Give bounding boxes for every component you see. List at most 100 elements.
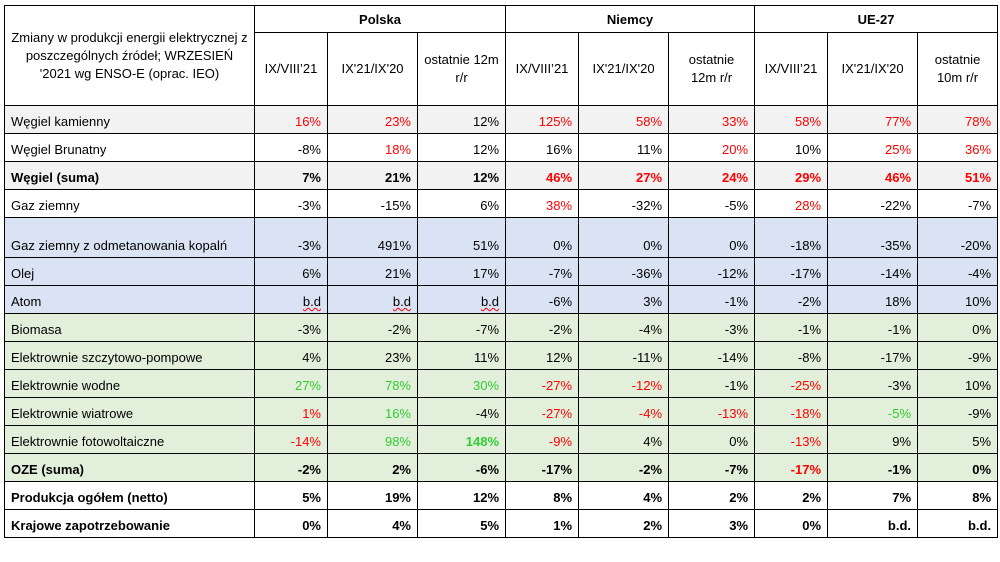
value-cell: 0%	[754, 509, 829, 538]
value-cell: 3%	[578, 285, 670, 314]
value-cell: -32%	[578, 189, 670, 218]
value-cell: 7%	[254, 161, 328, 190]
value-cell: -2%	[578, 453, 670, 482]
value-cell: b.d.	[917, 509, 999, 538]
subheader-cell: IX/VIII’21	[254, 32, 328, 106]
value-cell: -1%	[668, 369, 756, 398]
value-cell: -6%	[416, 453, 507, 482]
value-cell: 16%	[254, 105, 328, 134]
value-cell: -7%	[917, 189, 999, 218]
value-cell: 18%	[827, 285, 919, 314]
value-cell: -7%	[416, 313, 507, 342]
value-cell: -36%	[578, 257, 670, 286]
value-cell: 10%	[917, 369, 999, 398]
value-cell: 78%	[917, 105, 999, 134]
value-cell: 58%	[754, 105, 829, 134]
value-cell: 16%	[505, 133, 580, 162]
value-cell: 28%	[754, 189, 829, 218]
value-cell: 30%	[416, 369, 507, 398]
table-body: Węgiel kamienny 16% 23% 12% 125% 58% 33% 58% 77%…	[4, 105, 999, 538]
row-label: Elektrownie fotowoltaiczne	[4, 425, 255, 454]
row-label: Elektrownie wodne	[4, 369, 255, 398]
value-cell: 17%	[416, 257, 507, 286]
value-cell: -14%	[827, 257, 919, 286]
value-cell: 12%	[416, 105, 507, 134]
table-row: Elektrownie fotowoltaiczne -14% 98% 148% -9%…	[4, 425, 999, 454]
value-cell: 0%	[505, 217, 580, 258]
value-cell: -5%	[668, 189, 756, 218]
table-row: Produkcja ogółem (netto) 5% 19% 12% 8% 4% 2% 2%…	[4, 481, 999, 510]
value-cell: -18%	[754, 397, 829, 426]
value-cell: b.d	[327, 285, 418, 314]
value-cell: 23%	[327, 341, 418, 370]
subheader-cell: IX'21/IX'20	[327, 32, 418, 106]
value-cell: -17%	[754, 453, 829, 482]
value-cell: 5%	[416, 509, 507, 538]
subheader-row: IX/VIII’21 IX'21/IX'20 ostatnie 12m r/r IX/…	[5, 32, 999, 106]
value-cell: b.d	[254, 285, 328, 314]
value-cell: -3%	[668, 313, 756, 342]
value-cell: 2%	[327, 453, 418, 482]
value-cell: 27%	[578, 161, 670, 190]
table-row: Węgiel (suma) 7% 21% 12% 46% 27% 24% 29% 46% 51%	[4, 161, 999, 190]
subheader-cell: ostatnie 10m r/r	[917, 32, 999, 106]
value-cell: -3%	[254, 189, 328, 218]
value-cell: 8%	[505, 481, 580, 510]
value-cell: 12%	[416, 133, 507, 162]
value-cell: 58%	[578, 105, 670, 134]
value-cell: 21%	[327, 161, 418, 190]
value-cell: 12%	[416, 481, 507, 510]
value-cell: 5%	[254, 481, 328, 510]
value-cell: -20%	[917, 217, 999, 258]
value-cell: 5%	[917, 425, 999, 454]
value-cell: -1%	[827, 313, 919, 342]
table-description: Zmiany w produkcji energii elektrycznej …	[4, 5, 255, 106]
value-cell: -7%	[668, 453, 756, 482]
row-label: Krajowe zapotrzebowanie	[4, 509, 255, 538]
value-cell: 98%	[327, 425, 418, 454]
value-cell: 11%	[416, 341, 507, 370]
value-cell: 51%	[416, 217, 507, 258]
value-cell: -4%	[416, 397, 507, 426]
value-cell: 38%	[505, 189, 580, 218]
row-label: Węgiel Brunatny	[4, 133, 255, 162]
value-cell: b.d.	[827, 509, 919, 538]
value-cell: -18%	[754, 217, 829, 258]
value-cell: -27%	[505, 369, 580, 398]
value-cell: -17%	[754, 257, 829, 286]
value-cell: 4%	[254, 341, 328, 370]
value-cell: -4%	[578, 397, 670, 426]
group-header-polska: Polska	[253, 5, 507, 33]
value-cell: 21%	[327, 257, 418, 286]
row-label: Olej	[4, 257, 255, 286]
value-cell: 7%	[827, 481, 919, 510]
value-cell: -9%	[505, 425, 580, 454]
value-cell: 46%	[505, 161, 580, 190]
value-cell: -2%	[505, 313, 580, 342]
table-row: Gaz ziemny -3% -15% 6% 38% -32% -5% 28% -22% -7%	[4, 189, 999, 218]
value-cell: -8%	[754, 341, 829, 370]
value-cell: -22%	[827, 189, 919, 218]
table-row: Elektrownie wiatrowe 1% 16% -4% -27% -4% -13% -…	[4, 397, 999, 426]
table-row: Węgiel Brunatny -8% 18% 12% 16% 11% 20% 10% 25% 3…	[4, 133, 999, 162]
row-label: Produkcja ogółem (netto)	[4, 481, 255, 510]
table-row: Węgiel kamienny 16% 23% 12% 125% 58% 33% 58% 77%…	[4, 105, 999, 134]
value-cell: -11%	[578, 341, 670, 370]
energy-change-table: Zmiany w produkcji energii elektrycznej …	[4, 5, 999, 538]
table-row: Atom b.d b.d b.d -6% 3% -1% -2% 18% 10%	[4, 285, 999, 314]
value-cell: -3%	[254, 217, 328, 258]
value-cell: -12%	[578, 369, 670, 398]
value-cell: -2%	[754, 285, 829, 314]
subheader-cell: IX/VIII’21	[754, 32, 829, 106]
value-cell: 2%	[578, 509, 670, 538]
table-row: Olej 6% 21% 17% -7% -36% -12% -17% -14% -4%	[4, 257, 999, 286]
value-cell: -3%	[254, 313, 328, 342]
value-cell: -3%	[827, 369, 919, 398]
value-cell: 24%	[668, 161, 756, 190]
value-cell: 27%	[254, 369, 328, 398]
value-cell: 0%	[254, 509, 328, 538]
value-cell: 77%	[827, 105, 919, 134]
value-cell: 2%	[754, 481, 829, 510]
table-row: Gaz ziemny z odmetanowania kopalń -3% 491%…	[4, 217, 999, 258]
value-cell: 6%	[416, 189, 507, 218]
